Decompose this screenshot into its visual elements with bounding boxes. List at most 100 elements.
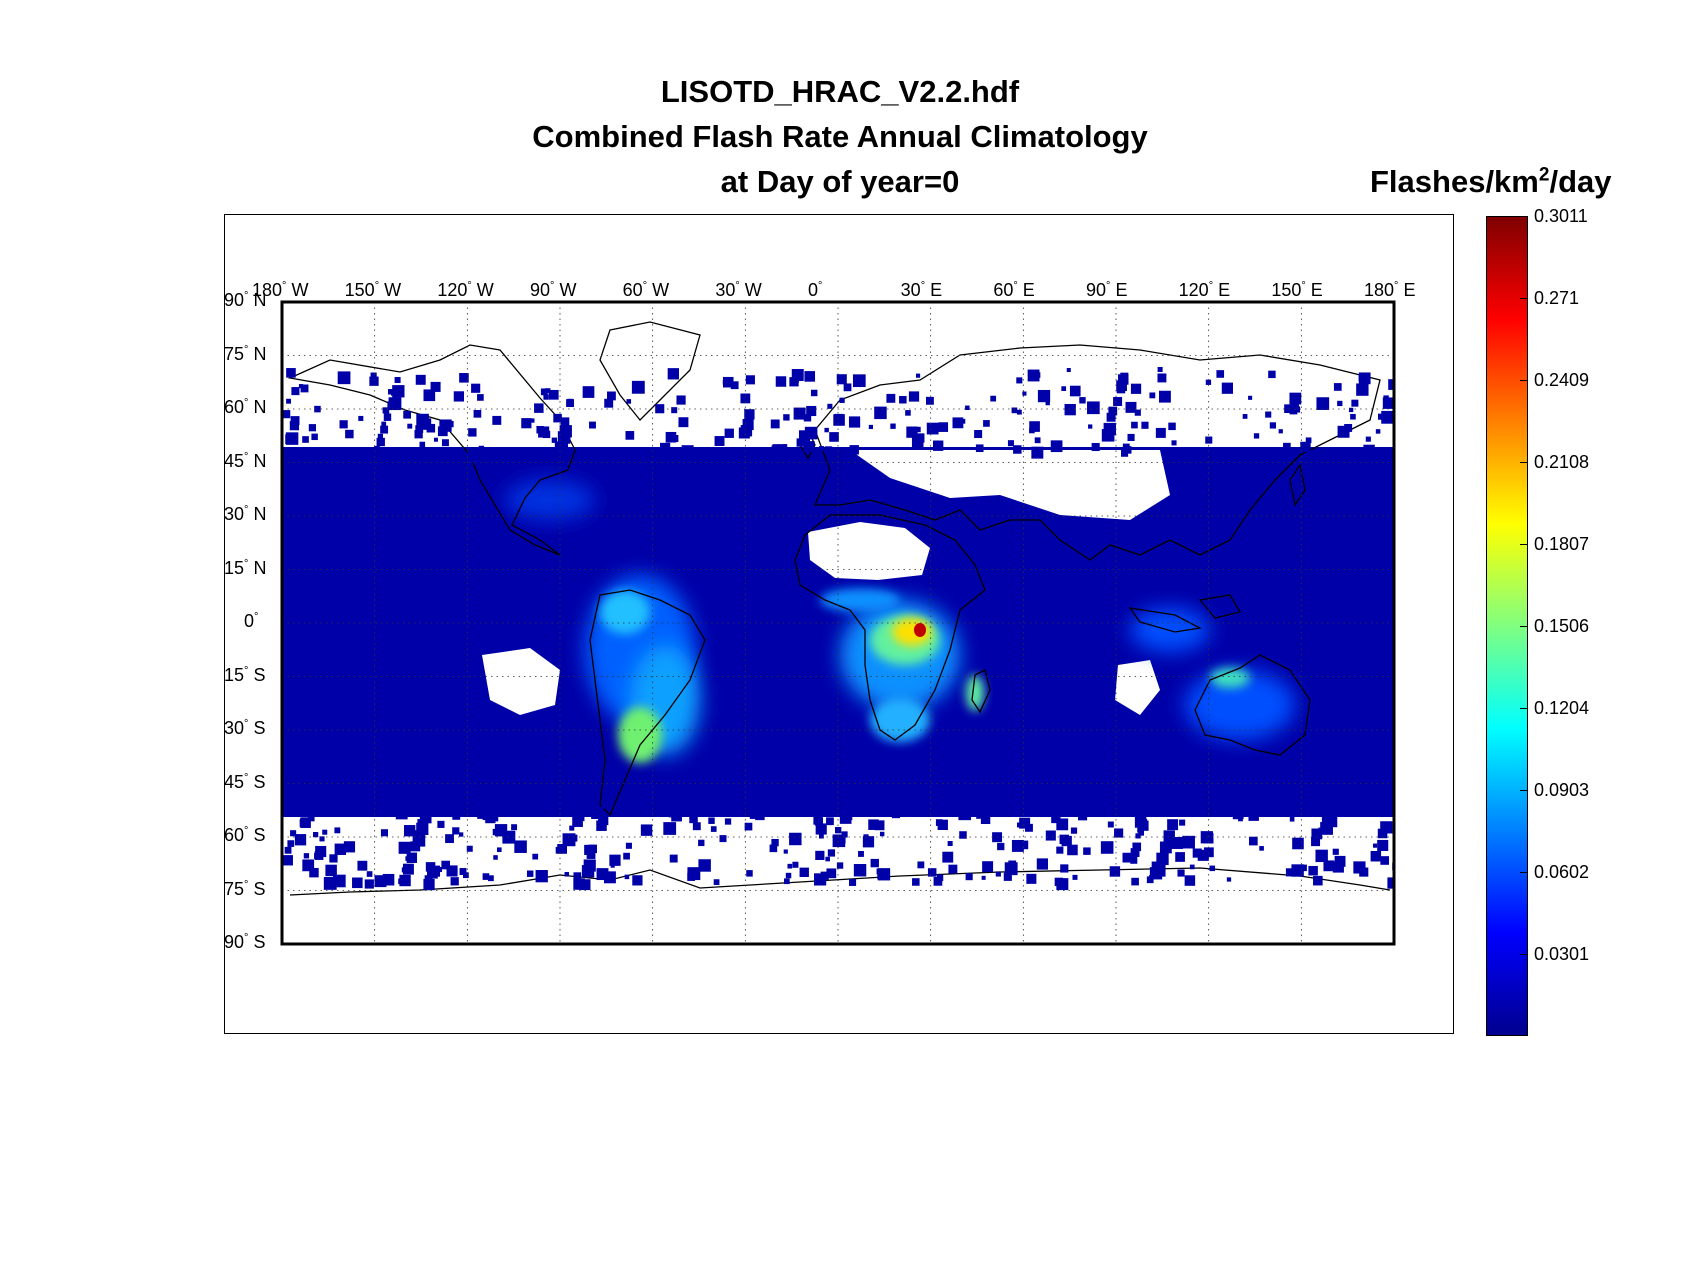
coverage-square <box>394 377 401 384</box>
coverage-square <box>995 871 1001 877</box>
coverage-square <box>1114 828 1124 838</box>
longitude-label: 150° W <box>345 280 401 301</box>
coverage-square <box>782 802 788 808</box>
coverage-square <box>569 825 575 831</box>
coverage-square <box>441 860 450 870</box>
coverage-square <box>395 807 408 820</box>
coverage-square <box>1360 812 1365 817</box>
coverage-square <box>794 377 799 383</box>
coverage-square <box>631 380 645 394</box>
coverage-square <box>1326 816 1338 828</box>
latitude-label: 75° N <box>224 344 266 365</box>
coverage-square <box>1334 855 1346 867</box>
coverage-square <box>793 407 806 420</box>
units-prefix: Flashes/km <box>1370 164 1539 199</box>
coverage-square <box>1321 803 1330 812</box>
coverage-square <box>596 820 607 831</box>
coverage-square <box>1056 818 1069 831</box>
coverage-square <box>952 417 964 429</box>
coverage-square <box>1108 406 1118 416</box>
coverage-square <box>1265 411 1272 418</box>
coverage-square <box>783 878 790 885</box>
coverage-square <box>291 387 300 396</box>
coverage-square <box>1151 861 1164 874</box>
hemisphere: N <box>248 557 267 578</box>
coverage-square <box>300 817 311 828</box>
grid-lines <box>282 302 1394 944</box>
latitude-label: 30° S <box>224 718 265 739</box>
coverage-square <box>337 371 351 385</box>
coverage-square <box>421 807 430 817</box>
coverage-square <box>932 440 944 451</box>
coverage-square <box>553 447 561 455</box>
coverage-square <box>492 828 500 836</box>
tick-value: 150 <box>1271 280 1302 300</box>
tick-value: 45 <box>224 771 245 792</box>
coverage-square <box>329 854 338 863</box>
coverage-square <box>1378 413 1385 420</box>
coverage-square <box>423 389 436 402</box>
coverage-square <box>1311 828 1323 840</box>
hemisphere: W <box>379 280 402 300</box>
coverage-square <box>1072 802 1082 812</box>
coverage-square <box>980 814 991 825</box>
coverage-square <box>302 436 309 443</box>
coverage-square <box>388 397 402 411</box>
tick-value: 75 <box>224 878 245 899</box>
coverage-square <box>886 393 896 403</box>
hemisphere: E <box>1305 280 1323 300</box>
degree-symbol: ° <box>374 280 380 292</box>
longitude-label: 60° W <box>623 280 669 301</box>
coverage-square <box>814 818 822 826</box>
coverage-square <box>640 824 653 836</box>
coverage-square <box>623 852 630 860</box>
coverage-square <box>376 437 385 447</box>
hemisphere: W <box>647 280 670 300</box>
coverage-square <box>567 398 573 405</box>
coverage-square <box>339 420 348 429</box>
coverage-square <box>1066 367 1071 373</box>
coverage-square <box>1011 407 1018 414</box>
coverage-square <box>1182 835 1195 849</box>
coverage-square <box>1022 391 1027 396</box>
coverage-square <box>915 426 921 433</box>
coverage-square <box>927 868 937 877</box>
hemisphere: N <box>248 397 267 417</box>
sahara-gap <box>808 522 930 580</box>
coverage-square <box>671 407 678 414</box>
coverage-square <box>663 822 677 835</box>
coverage-square <box>1242 414 1248 419</box>
coverage-square <box>300 384 309 393</box>
coverage-square <box>756 805 767 815</box>
coverage-square <box>1221 382 1234 394</box>
coverage-square <box>1045 400 1050 406</box>
coverage-square <box>552 805 559 812</box>
coverage-square <box>392 385 405 398</box>
tick-value: 90 <box>530 280 551 300</box>
coverage-square <box>372 450 382 459</box>
coverage-square <box>423 878 435 891</box>
coverage-square <box>868 819 879 830</box>
coverage-square <box>1332 861 1344 873</box>
degree-symbol: ° <box>735 280 740 292</box>
coverage-square <box>573 878 585 890</box>
coverage-square <box>446 865 458 877</box>
coverage-square <box>1184 875 1196 886</box>
coverage-square <box>796 438 805 447</box>
coverage-square <box>487 875 494 882</box>
coverage-square <box>1380 856 1390 865</box>
hemisphere: W <box>471 280 494 300</box>
coverage-square <box>526 870 534 877</box>
longitude-label: 60° E <box>993 280 1034 301</box>
coverage-square <box>290 830 297 837</box>
coverage-square <box>482 873 490 880</box>
asia-gap <box>850 450 1170 520</box>
coverage-square <box>698 839 705 847</box>
tick-value: 0 <box>808 280 819 300</box>
coverage-square <box>899 395 907 404</box>
coverage-square <box>1157 366 1163 372</box>
coverage-square <box>906 426 918 438</box>
coverage-square <box>607 391 616 401</box>
coverage-square <box>849 445 859 455</box>
